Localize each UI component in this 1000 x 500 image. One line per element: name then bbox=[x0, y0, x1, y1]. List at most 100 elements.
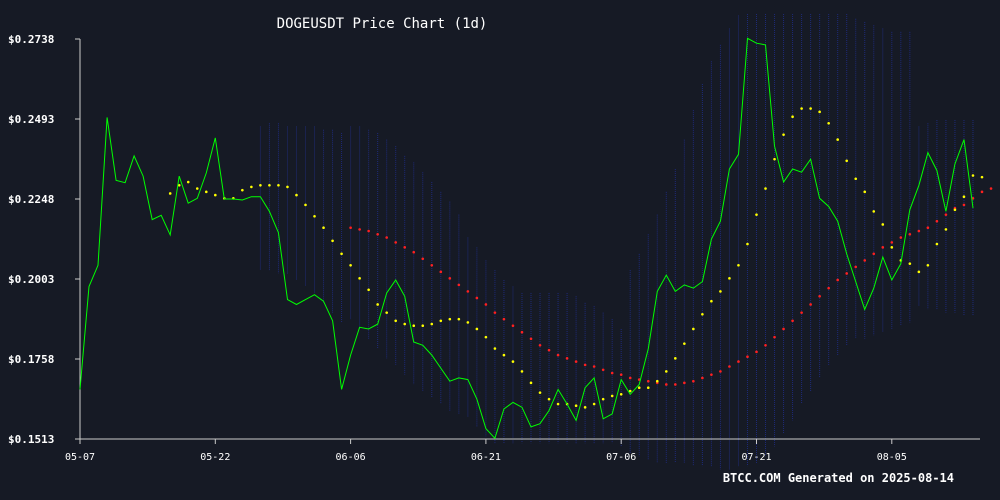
long-ma-point bbox=[385, 236, 388, 239]
long-ma-point bbox=[917, 229, 921, 233]
long-ma-point bbox=[367, 229, 370, 233]
short-ma-point bbox=[610, 394, 614, 398]
short-ma-point bbox=[917, 270, 921, 274]
short-ma-point bbox=[403, 322, 407, 326]
x-tick-label: 05-22 bbox=[200, 452, 230, 463]
short-ma-point bbox=[168, 192, 172, 195]
chart-footer: BTCC.COM Generated on 2025-08-14 bbox=[723, 471, 954, 485]
price-line bbox=[79, 37, 974, 440]
long-ma-point bbox=[881, 246, 885, 249]
short-ma-point bbox=[457, 317, 461, 321]
short-ma-point bbox=[430, 322, 434, 326]
short-ma-point bbox=[277, 183, 280, 187]
short-ma-point bbox=[728, 277, 731, 280]
long-ma-point bbox=[538, 343, 542, 347]
short-ma-point bbox=[935, 242, 939, 246]
long-ma-layer bbox=[349, 187, 993, 386]
short-ma-point bbox=[538, 391, 542, 394]
short-ma-point bbox=[655, 379, 659, 383]
long-ma-point bbox=[989, 187, 993, 190]
long-ma-point bbox=[971, 197, 975, 200]
short-ma-point bbox=[295, 193, 298, 197]
short-ma-point bbox=[646, 386, 650, 390]
long-ma-point bbox=[944, 213, 948, 216]
y-tick-label: $0.1513 bbox=[8, 433, 54, 446]
short-ma-point bbox=[674, 357, 677, 360]
long-ma-point bbox=[493, 311, 497, 314]
long-ma-point bbox=[890, 241, 894, 244]
short-ma-point bbox=[809, 107, 812, 110]
short-ma-layer bbox=[168, 107, 984, 409]
x-tick-label: 05-07 bbox=[65, 452, 95, 463]
long-ma-point bbox=[926, 226, 930, 230]
short-ma-point bbox=[195, 187, 199, 190]
band-layer bbox=[259, 14, 974, 470]
x-tick-label: 07-06 bbox=[606, 452, 636, 463]
long-ma-point bbox=[502, 317, 506, 321]
short-ma-point bbox=[322, 226, 325, 230]
short-ma-point bbox=[592, 402, 596, 406]
short-ma-point bbox=[944, 228, 948, 231]
long-ma-point bbox=[628, 376, 632, 380]
short-ma-point bbox=[358, 277, 361, 280]
long-ma-point bbox=[728, 365, 731, 368]
long-ma-point bbox=[827, 286, 830, 290]
y-tick-label: $0.2248 bbox=[8, 193, 54, 206]
short-ma-point bbox=[863, 190, 867, 194]
long-ma-point bbox=[601, 368, 605, 372]
long-ma-point bbox=[457, 283, 461, 287]
long-ma-point bbox=[899, 236, 903, 239]
long-ma-point bbox=[962, 203, 966, 207]
short-ma-point bbox=[313, 215, 316, 218]
long-ma-point bbox=[448, 277, 452, 280]
short-ma-point bbox=[177, 183, 181, 187]
short-ma-point bbox=[574, 404, 578, 407]
long-ma-point bbox=[800, 311, 803, 314]
long-ma-point bbox=[683, 381, 686, 385]
long-ma-point bbox=[674, 383, 677, 386]
short-ma-point bbox=[836, 138, 839, 141]
long-ma-point bbox=[737, 360, 740, 363]
short-ma-point bbox=[601, 397, 605, 401]
y-tick-label: $0.1758 bbox=[8, 353, 54, 366]
short-ma-point bbox=[394, 319, 398, 323]
y-tick-label: $0.2003 bbox=[8, 273, 54, 286]
long-ma-point bbox=[854, 265, 858, 269]
long-ma-point bbox=[412, 250, 416, 254]
short-ma-point bbox=[953, 208, 957, 212]
short-ma-point bbox=[827, 121, 830, 125]
short-ma-point bbox=[204, 190, 208, 194]
short-ma-point bbox=[881, 223, 885, 226]
long-ma-point bbox=[980, 190, 984, 194]
long-ma-point bbox=[349, 226, 352, 230]
short-ma-point bbox=[665, 370, 668, 373]
long-ma-point bbox=[836, 278, 839, 282]
short-ma-point bbox=[854, 177, 858, 181]
long-ma-point bbox=[529, 337, 533, 341]
long-ma-point bbox=[863, 259, 867, 262]
short-ma-point bbox=[962, 195, 966, 199]
short-ma-point bbox=[710, 299, 713, 303]
short-ma-point bbox=[412, 324, 416, 327]
short-ma-point bbox=[186, 180, 190, 184]
x-tick-label: 06-21 bbox=[471, 452, 501, 463]
long-ma-point bbox=[845, 272, 848, 275]
short-ma-point bbox=[926, 263, 930, 267]
long-ma-point bbox=[592, 365, 596, 368]
short-ma-point bbox=[421, 324, 425, 327]
short-ma-point bbox=[719, 290, 722, 293]
y-tick-label: $0.2738 bbox=[8, 33, 54, 46]
short-ma-point bbox=[980, 175, 984, 179]
long-ma-point bbox=[430, 263, 434, 267]
short-ma-point bbox=[872, 210, 876, 213]
long-ma-point bbox=[719, 370, 722, 373]
long-ma-point bbox=[565, 357, 569, 360]
short-ma-point bbox=[908, 262, 912, 265]
short-ma-point bbox=[529, 381, 533, 385]
short-ma-point bbox=[773, 157, 776, 161]
short-ma-point bbox=[511, 360, 515, 363]
long-ma-point bbox=[665, 383, 668, 386]
short-ma-point bbox=[845, 159, 848, 163]
short-ma-point bbox=[791, 115, 794, 119]
short-ma-point bbox=[340, 252, 343, 256]
